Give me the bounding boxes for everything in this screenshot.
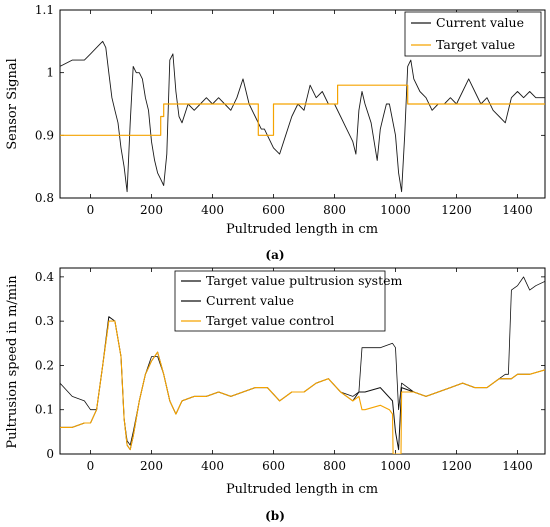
x-tick-label: 1200 (441, 459, 472, 473)
y-tick-label: 0.4 (35, 270, 54, 284)
series-group-b (60, 276, 545, 454)
x-tick-label: 1400 (502, 459, 533, 473)
tick-group-a: 0 200 400 600 800 1000 1200 1400 0.8 0.9 1 1.1 (35, 3, 545, 217)
x-axis-label-a: Pultruded length in cm (226, 222, 378, 237)
y-tick-label: 0.8 (35, 191, 54, 205)
legend-box (404, 11, 542, 57)
legend-box (174, 270, 386, 332)
x-tick-label: 1000 (380, 203, 411, 217)
x-tick-label: 1000 (380, 459, 411, 473)
caption-b: (b) (265, 509, 285, 523)
x-axis-label-b: Pultruded length in cm (226, 482, 378, 497)
y-tick-label: 0.1 (35, 403, 54, 417)
legend-a: Current value Target value (404, 11, 542, 57)
legend-label: Current value (436, 15, 524, 30)
x-tick-label: 400 (201, 203, 224, 217)
y-tick-label: 0.3 (35, 314, 54, 328)
legend-label: Current value (206, 293, 294, 308)
y-axis-label-b: Pultrusion speed in m/min (5, 275, 20, 449)
legend-label: Target value (436, 37, 515, 52)
x-tick-label: 1200 (441, 203, 472, 217)
series-line-2 (60, 84, 545, 136)
caption-a: (a) (265, 248, 284, 262)
x-tick-label: 1400 (502, 203, 533, 217)
x-tick-label: 800 (323, 459, 346, 473)
legend-b: Target value pultrusion system Current va… (174, 270, 402, 332)
series-line-3 (60, 320, 545, 454)
chart-panel-b: 0 200 400 600 800 1000 1200 1400 0 0.1 0.2 0.3 0.4 T… (5, 267, 546, 523)
x-tick-label: 400 (201, 459, 224, 473)
x-tick-label: 0 (87, 459, 95, 473)
x-tick-label: 200 (140, 459, 163, 473)
y-tick-label: 0.9 (35, 128, 54, 142)
legend-label: Target value control (206, 313, 334, 328)
chart-panel-a: 0 200 400 600 800 1000 1200 1400 0.8 0.9 1 1.1 Curr… (5, 3, 546, 262)
y-axis-label-a: Sensor Signal (5, 58, 20, 149)
x-tick-label: 0 (87, 203, 95, 217)
y-tick-label: 1.1 (35, 3, 54, 17)
series-group-a (60, 40, 545, 193)
series-line-1 (60, 40, 545, 193)
y-tick-label: 1 (46, 66, 54, 80)
tick-group-b: 0 200 400 600 800 1000 1200 1400 0 0.1 0.2 0.3 0.4 (35, 268, 545, 473)
y-tick-label: 0 (46, 447, 54, 461)
x-tick-label: 600 (262, 203, 285, 217)
x-tick-label: 200 (140, 203, 163, 217)
x-tick-label: 800 (323, 203, 346, 217)
legend-label: Target value pultrusion system (206, 273, 402, 288)
x-tick-label: 600 (262, 459, 285, 473)
y-tick-label: 0.2 (35, 358, 54, 372)
